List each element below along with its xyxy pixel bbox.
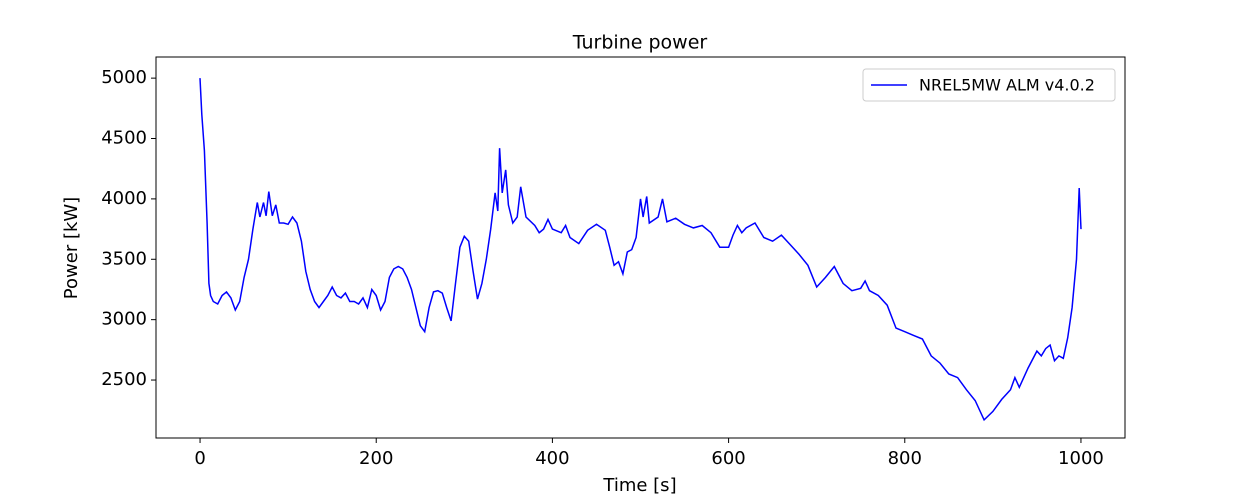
y-tick-label: 3500 [101, 248, 147, 269]
x-tick-label: 200 [359, 448, 393, 469]
legend-label: NREL5MW ALM v4.0.2 [919, 76, 1095, 95]
chart-title: Turbine power [572, 32, 708, 54]
y-tick-label: 4500 [101, 128, 147, 149]
x-tick-label: 0 [194, 448, 205, 469]
plot-frame [155, 56, 1126, 439]
line-series [199, 78, 1082, 422]
x-tick-label: 600 [711, 448, 745, 469]
x-tick-label: 800 [888, 448, 922, 469]
x-tick-label: 400 [535, 448, 569, 469]
y-tick-label: 4000 [101, 188, 147, 209]
x-tick-label: 1000 [1058, 448, 1104, 469]
y-tick-label: 3000 [101, 309, 147, 330]
y-axis-label: Power [kW] [61, 197, 82, 299]
x-axis-label: Time [s] [602, 475, 676, 496]
y-tick-label: 5000 [101, 67, 147, 88]
y-tick-label: 2500 [101, 369, 147, 390]
legend-box [862, 68, 1116, 102]
